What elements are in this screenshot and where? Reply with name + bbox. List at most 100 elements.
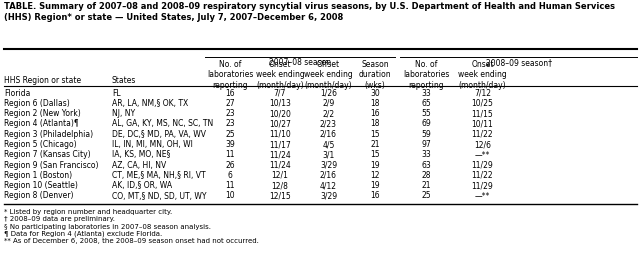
Text: Region 4 (Atlanta)¶: Region 4 (Atlanta)¶ xyxy=(4,119,79,128)
Text: 15: 15 xyxy=(370,130,380,139)
Text: AL, GA, KY, MS, NC, SC, TN: AL, GA, KY, MS, NC, SC, TN xyxy=(112,119,213,128)
Text: 23: 23 xyxy=(225,119,235,128)
Text: 10/25: 10/25 xyxy=(472,99,494,108)
Text: 12/15: 12/15 xyxy=(269,192,291,200)
Text: —**: —** xyxy=(475,150,490,159)
Text: 55: 55 xyxy=(422,109,431,118)
Text: 11/22: 11/22 xyxy=(472,130,494,139)
Text: 59: 59 xyxy=(422,130,431,139)
Text: —**: —** xyxy=(475,192,490,200)
Text: 16: 16 xyxy=(370,192,380,200)
Text: 2/16: 2/16 xyxy=(320,130,337,139)
Text: IL, IN, MI, MN, OH, WI: IL, IN, MI, MN, OH, WI xyxy=(112,140,193,149)
Text: 11/22: 11/22 xyxy=(472,171,494,180)
Text: Region 1 (Boston): Region 1 (Boston) xyxy=(4,171,72,180)
Text: ** As of December 6, 2008, the 2008–09 season onset had not occurred.: ** As of December 6, 2008, the 2008–09 s… xyxy=(4,238,259,244)
Text: Region 6 (Dallas): Region 6 (Dallas) xyxy=(4,99,70,108)
Text: 18: 18 xyxy=(370,99,379,108)
Text: Region 9 (San Francisco): Region 9 (San Francisco) xyxy=(4,161,99,169)
Text: 11/24: 11/24 xyxy=(269,150,291,159)
Text: Onset
week ending
(month/day): Onset week ending (month/day) xyxy=(458,60,507,90)
Text: 33: 33 xyxy=(422,89,431,97)
Text: 11/15: 11/15 xyxy=(472,109,494,118)
Text: ¶ Data for Region 4 (Atlanta) exclude Florida.: ¶ Data for Region 4 (Atlanta) exclude Fl… xyxy=(4,231,162,237)
Text: 10: 10 xyxy=(225,192,235,200)
Text: 7/12: 7/12 xyxy=(474,89,491,97)
Text: † 2008–09 data are preliminary.: † 2008–09 data are preliminary. xyxy=(4,216,115,222)
Text: No. of
laboratories
reporting: No. of laboratories reporting xyxy=(207,60,253,90)
Text: 23: 23 xyxy=(225,109,235,118)
Text: Region 5 (Chicago): Region 5 (Chicago) xyxy=(4,140,77,149)
Text: 2/9: 2/9 xyxy=(322,99,335,108)
Text: CT, ME,§ MA, NH,§ RI, VT: CT, ME,§ MA, NH,§ RI, VT xyxy=(112,171,206,180)
Text: 2007–08 season: 2007–08 season xyxy=(269,58,331,67)
Text: 11/17: 11/17 xyxy=(269,140,291,149)
Text: 12/6: 12/6 xyxy=(474,140,491,149)
Text: 12: 12 xyxy=(370,171,379,180)
Text: 28: 28 xyxy=(422,171,431,180)
Text: 19: 19 xyxy=(370,181,380,190)
Text: 33: 33 xyxy=(422,150,431,159)
Text: 10/27: 10/27 xyxy=(269,119,291,128)
Text: 4/5: 4/5 xyxy=(322,140,335,149)
Text: 11/29: 11/29 xyxy=(472,181,494,190)
Text: HHS Region or state: HHS Region or state xyxy=(4,76,81,85)
Text: 10/11: 10/11 xyxy=(472,119,494,128)
Text: AR, LA, NM,§ OK, TX: AR, LA, NM,§ OK, TX xyxy=(112,99,188,108)
Text: 97: 97 xyxy=(422,140,431,149)
Text: 18: 18 xyxy=(370,119,379,128)
Text: 69: 69 xyxy=(422,119,431,128)
Text: NJ, NY: NJ, NY xyxy=(112,109,135,118)
Text: 25: 25 xyxy=(422,192,431,200)
Text: 2/2: 2/2 xyxy=(322,109,335,118)
Text: Offset
week ending
(month/day): Offset week ending (month/day) xyxy=(304,60,353,90)
Text: Region 8 (Denver): Region 8 (Denver) xyxy=(4,192,74,200)
Text: 21: 21 xyxy=(370,140,379,149)
Text: 39: 39 xyxy=(225,140,235,149)
Text: 21: 21 xyxy=(422,181,431,190)
Text: TABLE. Summary of 2007–08 and 2008–09 respiratory syncytial virus seasons, by U.: TABLE. Summary of 2007–08 and 2008–09 re… xyxy=(4,2,615,22)
Text: 11/24: 11/24 xyxy=(269,161,291,169)
Text: § No participating laboratories in 2007–08 season analysis.: § No participating laboratories in 2007–… xyxy=(4,224,211,229)
Text: 3/29: 3/29 xyxy=(320,161,337,169)
Text: IA, KS, MO, NE§: IA, KS, MO, NE§ xyxy=(112,150,171,159)
Text: 10/13: 10/13 xyxy=(269,99,291,108)
Text: 12/1: 12/1 xyxy=(272,171,288,180)
Text: 11/29: 11/29 xyxy=(472,161,494,169)
Text: 2/16: 2/16 xyxy=(320,171,337,180)
Text: AK, ID,§ OR, WA: AK, ID,§ OR, WA xyxy=(112,181,172,190)
Text: DE, DC,§ MD, PA, VA, WV: DE, DC,§ MD, PA, VA, WV xyxy=(112,130,206,139)
Text: 11/10: 11/10 xyxy=(269,130,291,139)
Text: Region 7 (Kansas City): Region 7 (Kansas City) xyxy=(4,150,90,159)
Text: 15: 15 xyxy=(370,150,380,159)
Text: 16: 16 xyxy=(225,89,235,97)
Text: States: States xyxy=(112,76,137,85)
Text: Onset
week ending
(month/day): Onset week ending (month/day) xyxy=(256,60,304,90)
Text: 26: 26 xyxy=(225,161,235,169)
Text: 3/29: 3/29 xyxy=(320,192,337,200)
Text: 4/12: 4/12 xyxy=(320,181,337,190)
Text: 16: 16 xyxy=(370,109,380,118)
Text: Region 3 (Philadelphia): Region 3 (Philadelphia) xyxy=(4,130,93,139)
Text: 12/8: 12/8 xyxy=(272,181,288,190)
Text: AZ, CA, HI, NV: AZ, CA, HI, NV xyxy=(112,161,166,169)
Text: 2008–09 season†: 2008–09 season† xyxy=(485,58,551,67)
Text: 25: 25 xyxy=(225,130,235,139)
Text: Region 2 (New York): Region 2 (New York) xyxy=(4,109,81,118)
Text: No. of
laboratories
reporting: No. of laboratories reporting xyxy=(403,60,450,90)
Text: 19: 19 xyxy=(370,161,380,169)
Text: 6: 6 xyxy=(228,171,233,180)
Text: 7/7: 7/7 xyxy=(274,89,286,97)
Text: 30: 30 xyxy=(370,89,380,97)
Text: 10/20: 10/20 xyxy=(269,109,291,118)
Text: Region 10 (Seattle): Region 10 (Seattle) xyxy=(4,181,78,190)
Text: 63: 63 xyxy=(422,161,431,169)
Text: * Listed by region number and headquarter city.: * Listed by region number and headquarte… xyxy=(4,209,172,215)
Text: FL: FL xyxy=(112,89,121,97)
Text: Season
duration
(wks): Season duration (wks) xyxy=(359,60,391,90)
Text: CO, MT,§ ND, SD, UT, WY: CO, MT,§ ND, SD, UT, WY xyxy=(112,192,206,200)
Text: 1/26: 1/26 xyxy=(320,89,337,97)
Text: 3/1: 3/1 xyxy=(322,150,335,159)
Text: 27: 27 xyxy=(225,99,235,108)
Text: 11: 11 xyxy=(225,181,235,190)
